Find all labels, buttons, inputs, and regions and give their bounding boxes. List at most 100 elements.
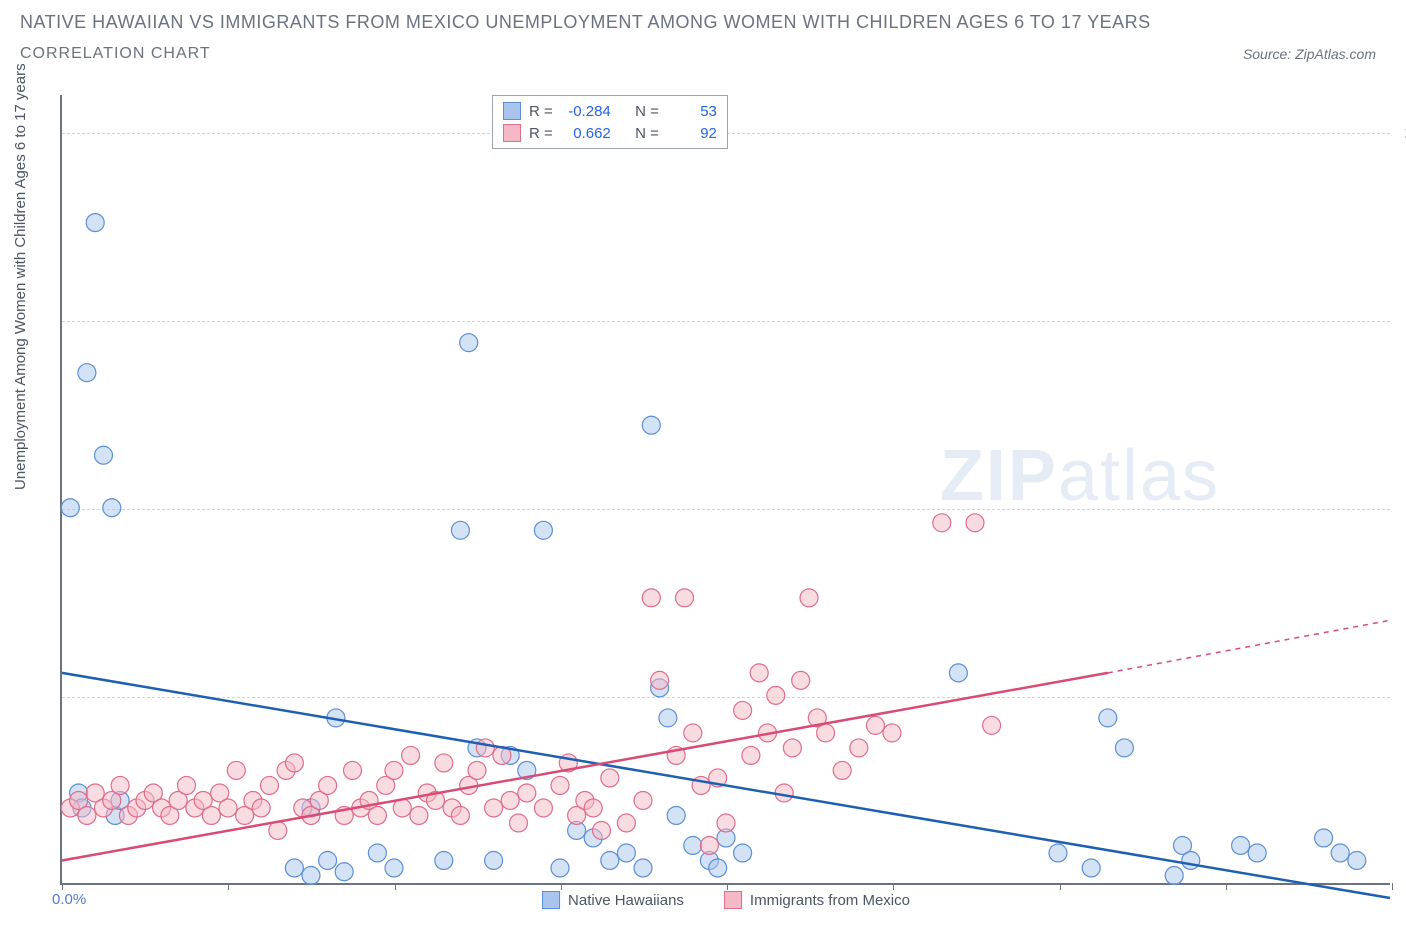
x-tick xyxy=(395,883,396,890)
scatter-point xyxy=(402,746,420,764)
scatter-point xyxy=(634,791,652,809)
scatter-point xyxy=(642,416,660,434)
scatter-point xyxy=(551,776,569,794)
legend-item-0: Native Hawaiians xyxy=(542,891,684,909)
stats-row-0: R = -0.284 N = 53 xyxy=(503,100,717,122)
scatter-point xyxy=(485,799,503,817)
scatter-point xyxy=(775,784,793,802)
scatter-point xyxy=(617,844,635,862)
scatter-point xyxy=(476,739,494,757)
scatter-point xyxy=(949,664,967,682)
scatter-point xyxy=(642,589,660,607)
scatter-point xyxy=(368,806,386,824)
scatter-svg xyxy=(62,95,1390,883)
scatter-point xyxy=(285,754,303,772)
scatter-point xyxy=(302,867,320,885)
scatter-point xyxy=(219,799,237,817)
scatter-point xyxy=(1232,836,1250,854)
scatter-point xyxy=(385,761,403,779)
scatter-point xyxy=(451,806,469,824)
scatter-point xyxy=(435,852,453,870)
scatter-point xyxy=(435,754,453,772)
scatter-point xyxy=(368,844,386,862)
scatter-point xyxy=(111,776,129,794)
regression-line-extension xyxy=(1108,620,1390,673)
x-tick xyxy=(62,883,63,890)
legend-swatch-1 xyxy=(724,891,742,909)
legend-swatch-0 xyxy=(542,891,560,909)
scatter-point xyxy=(285,859,303,877)
scatter-point xyxy=(61,499,79,517)
scatter-point xyxy=(651,671,669,689)
scatter-point xyxy=(709,859,727,877)
x-tick xyxy=(727,883,728,890)
scatter-point xyxy=(734,701,752,719)
scatter-point xyxy=(983,716,1001,734)
scatter-point xyxy=(667,806,685,824)
scatter-point xyxy=(659,709,677,727)
x-tick xyxy=(893,883,894,890)
scatter-point xyxy=(617,814,635,832)
scatter-point xyxy=(510,814,528,832)
scatter-point xyxy=(202,806,220,824)
scatter-point xyxy=(584,799,602,817)
scatter-point xyxy=(178,776,196,794)
scatter-point xyxy=(783,739,801,757)
scatter-point xyxy=(593,821,611,839)
scatter-point xyxy=(78,806,96,824)
scatter-point xyxy=(792,671,810,689)
x-tick xyxy=(1060,883,1061,890)
y-axis-label: Unemployment Among Women with Children A… xyxy=(12,63,29,490)
scatter-point xyxy=(78,364,96,382)
scatter-point xyxy=(883,724,901,742)
scatter-point xyxy=(1165,867,1183,885)
scatter-point xyxy=(410,806,428,824)
x-tick xyxy=(228,883,229,890)
scatter-point xyxy=(750,664,768,682)
scatter-point xyxy=(501,791,519,809)
scatter-point xyxy=(1099,709,1117,727)
scatter-point xyxy=(269,821,287,839)
scatter-point xyxy=(1315,829,1333,847)
scatter-point xyxy=(601,769,619,787)
scatter-point xyxy=(534,799,552,817)
legend-bottom: Native Hawaiians Immigrants from Mexico xyxy=(542,891,910,909)
scatter-point xyxy=(817,724,835,742)
scatter-point xyxy=(518,784,536,802)
legend-item-1: Immigrants from Mexico xyxy=(724,891,910,909)
scatter-point xyxy=(1248,844,1266,862)
chart-subtitle: CORRELATION CHART xyxy=(20,45,211,63)
chart-plot-area: ZIPatlas 25.0%50.0%75.0%100.0% 0.0% 80.0… xyxy=(60,95,1390,885)
scatter-point xyxy=(103,499,121,517)
x-tick xyxy=(561,883,562,890)
scatter-point xyxy=(1115,739,1133,757)
scatter-point xyxy=(742,746,760,764)
scatter-point xyxy=(601,852,619,870)
scatter-point xyxy=(227,761,245,779)
scatter-point xyxy=(468,761,486,779)
scatter-point xyxy=(1348,852,1366,870)
scatter-point xyxy=(95,446,113,464)
stats-legend-box: R = -0.284 N = 53 R = 0.662 N = 92 xyxy=(492,95,728,149)
scatter-point xyxy=(966,514,984,532)
scatter-point xyxy=(460,334,478,352)
scatter-point xyxy=(1082,859,1100,877)
scatter-point xyxy=(344,761,362,779)
scatter-point xyxy=(850,739,868,757)
scatter-point xyxy=(634,859,652,877)
x-tick xyxy=(1392,883,1393,890)
scatter-point xyxy=(866,716,884,734)
x-tick xyxy=(1226,883,1227,890)
stats-row-1: R = 0.662 N = 92 xyxy=(503,122,717,144)
scatter-point xyxy=(1331,844,1349,862)
scatter-point xyxy=(385,859,403,877)
scatter-point xyxy=(485,852,503,870)
scatter-point xyxy=(319,852,337,870)
scatter-point xyxy=(319,776,337,794)
scatter-point xyxy=(684,724,702,742)
scatter-point xyxy=(833,761,851,779)
swatch-series-0 xyxy=(503,102,521,120)
swatch-series-1 xyxy=(503,124,521,142)
scatter-point xyxy=(800,589,818,607)
source-label: Source: ZipAtlas.com xyxy=(1243,46,1376,62)
